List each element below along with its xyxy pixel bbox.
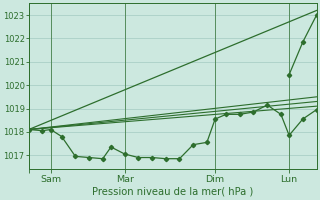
X-axis label: Pression niveau de la mer( hPa ): Pression niveau de la mer( hPa ): [92, 187, 253, 197]
